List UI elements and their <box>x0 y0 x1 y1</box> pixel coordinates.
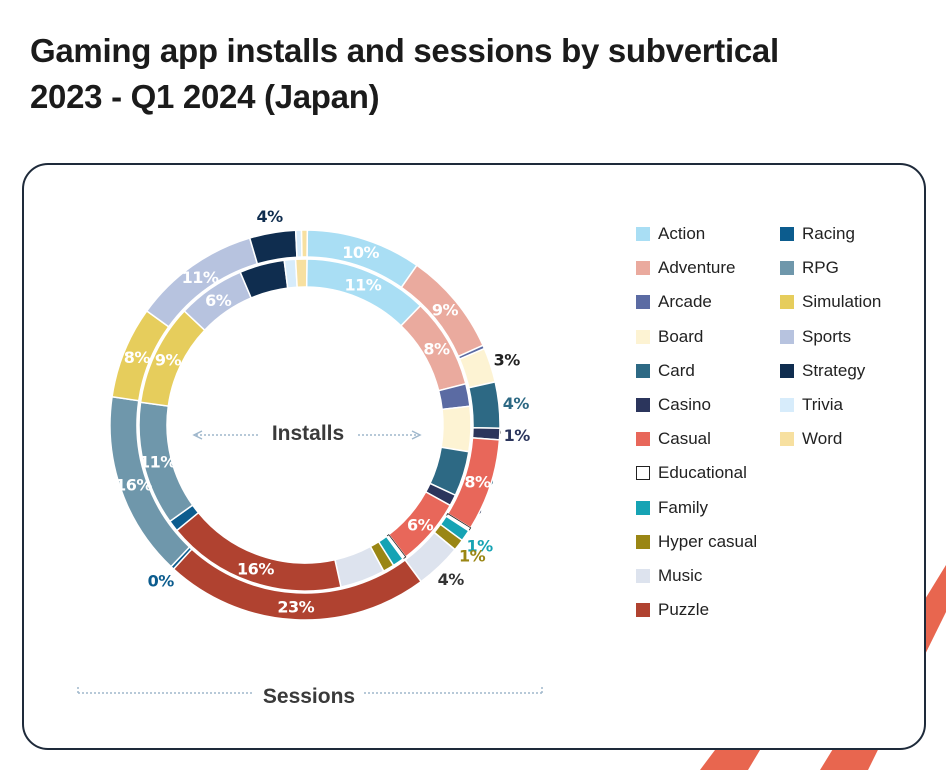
legend-swatch-strategy <box>780 363 794 378</box>
chart-card: 11%8%2%4%4%1%6%1%1%4%16%1%11%9%6%4%1%1%1… <box>22 163 926 750</box>
legend-swatch-casual <box>636 432 650 447</box>
installs-slice-board <box>440 405 472 453</box>
sessions-label-hyper-casual: 1% <box>459 547 486 566</box>
installs-label-simulation: 9% <box>155 350 182 369</box>
legend-label-adventure: Adventure <box>658 258 736 278</box>
legend-item-casino: Casino <box>636 394 711 416</box>
legend-swatch-sports <box>780 329 794 344</box>
installs-label-casual: 6% <box>407 515 434 534</box>
legend-item-family: Family <box>636 497 708 519</box>
legend-label-simulation: Simulation <box>802 292 882 312</box>
installs-label-rpg: 11% <box>139 452 176 471</box>
installs-label-puzzle: 16% <box>237 560 274 579</box>
legend-label-music: Music <box>658 566 703 585</box>
chart-title-line-1: Gaming app installs and sessions by subv… <box>30 32 779 69</box>
legend-label-trivia: Trivia <box>802 395 843 414</box>
legend-label-family: Family <box>658 497 709 517</box>
sessions-label-sports: 11% <box>182 268 219 287</box>
legend-swatch-family <box>636 500 650 515</box>
legend-item-word: Word <box>780 428 842 450</box>
legend-swatch-word <box>780 432 794 447</box>
installs-arrow-right <box>411 430 422 440</box>
legend-label-action: Action <box>658 224 706 243</box>
legend-label-casino: Casino <box>658 395 711 414</box>
sessions-label-casino: 1% <box>504 426 531 445</box>
legend-label-board: Board <box>658 326 704 346</box>
legend-swatch-adventure <box>636 261 650 276</box>
chart-title-line-2: 2023 - Q1 2024 (Japan) <box>30 78 380 115</box>
sessions-label-racing: 0% <box>148 571 175 590</box>
legend-swatch-simulation <box>780 295 794 310</box>
legend-item-puzzle: Puzzle <box>636 599 709 621</box>
installs-slice-word <box>294 258 308 289</box>
sessions-slice-strategy <box>248 229 298 265</box>
legend-label-card: Card <box>658 360 695 380</box>
sessions-label-card: 4% <box>503 394 530 413</box>
sessions-slice-card <box>467 380 501 429</box>
legend-swatch-card <box>636 363 650 378</box>
legend-label-educational: Educational <box>658 463 747 483</box>
legend-item-music: Music <box>636 565 702 587</box>
legend-item-adventure: Adventure <box>636 257 736 279</box>
sessions-label-puzzle: 23% <box>277 597 314 616</box>
legend-swatch-educational <box>636 466 650 481</box>
legend-item-racing: Racing <box>780 223 855 245</box>
legend-label-arcade: Arcade <box>658 292 712 312</box>
legend-item-action: Action <box>636 223 705 245</box>
sessions-label-family: 1% <box>466 536 493 555</box>
legend-swatch-rpg <box>780 261 794 276</box>
sessions-label-adventure: 9% <box>432 300 459 319</box>
legend-label-rpg: RPG <box>802 258 839 278</box>
legend-swatch-trivia <box>780 398 794 412</box>
legend-item-rpg: RPG <box>780 257 839 279</box>
legend-swatch-casino <box>636 398 650 412</box>
legend-label-casual: Casual <box>658 429 711 449</box>
legend-label-racing: Racing <box>802 224 855 243</box>
sessions-label-board: 3% <box>494 351 521 370</box>
sessions-label-simulation: 8% <box>124 348 151 367</box>
legend-label-strategy: Strategy <box>802 360 866 380</box>
sessions-slice-word <box>300 229 309 258</box>
sessions-label-action: 10% <box>342 243 379 262</box>
legend-swatch-action <box>636 227 650 241</box>
installs-label-sports: 6% <box>205 291 232 310</box>
legend-label-hyper-casual: Hyper casual <box>658 531 758 551</box>
donut-chart: 11%8%2%4%4%1%6%1%1%4%16%1%11%9%6%4%1%1%1… <box>77 207 543 695</box>
sessions-label-rpg: 16% <box>115 475 152 494</box>
legend-item-card: Card <box>636 360 695 382</box>
sessions-bottom-label: Sessions <box>262 685 356 708</box>
legend-swatch-board <box>636 329 650 344</box>
legend-item-board: Board <box>636 326 703 348</box>
sessions-label-casual: 8% <box>464 472 491 491</box>
legend-swatch-music <box>636 569 650 583</box>
legend-label-sports: Sports <box>802 326 852 346</box>
legend-item-sports: Sports <box>780 326 851 348</box>
legend-item-trivia: Trivia <box>780 394 843 416</box>
legend-item-casual: Casual <box>636 428 711 450</box>
legend-swatch-hyper-casual <box>636 534 650 549</box>
legend-label-word: Word <box>802 429 843 449</box>
legend-swatch-puzzle <box>636 603 650 618</box>
legend-swatch-arcade <box>636 295 650 310</box>
legend-item-simulation: Simulation <box>780 291 881 313</box>
legend-item-arcade: Arcade <box>636 291 712 313</box>
sessions-label-music: 4% <box>438 570 465 589</box>
installs-label-action: 11% <box>344 275 381 294</box>
legend-swatch-racing <box>780 227 794 241</box>
legend-item-educational: Educational <box>636 462 747 484</box>
legend-label-puzzle: Puzzle <box>658 600 710 620</box>
sessions-label-strategy: 4% <box>257 207 284 226</box>
installs-arrow-left <box>192 430 203 440</box>
legend-item-strategy: Strategy <box>780 360 865 382</box>
installs-center-label: Installs <box>271 422 345 445</box>
chart-title: Gaming app installs and sessions by subv… <box>30 28 890 120</box>
installs-label-adventure: 8% <box>423 340 450 359</box>
legend-item-hyper-casual: Hyper casual <box>636 531 757 553</box>
